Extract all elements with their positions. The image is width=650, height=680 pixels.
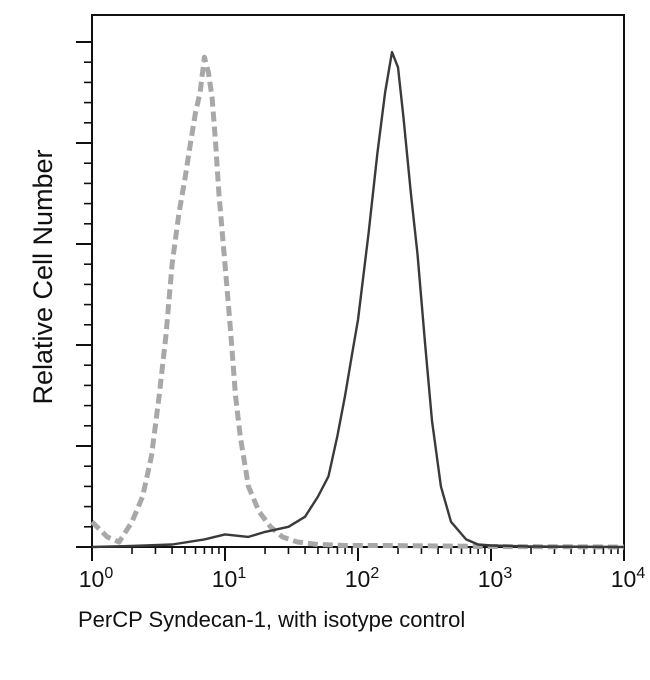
x-tick-label: 102 <box>345 565 380 592</box>
x-tick-label: 101 <box>212 565 247 592</box>
x-tick-label: 100 <box>79 565 114 592</box>
x-tick-label: 103 <box>478 565 513 592</box>
x-axis-ticks <box>91 547 625 561</box>
isotype-control-curve <box>90 54 625 550</box>
x-axis-label: PerCP Syndecan-1, with isotype control <box>78 607 465 632</box>
series-layer <box>90 50 625 550</box>
y-axis-ticks <box>76 41 92 548</box>
x-tick-label: 104 <box>611 565 646 592</box>
syndecan-1-curve <box>91 50 625 549</box>
y-axis-label: Relative Cell Number <box>28 149 58 404</box>
x-tick-labels: 100 101 102 103 104 <box>79 565 646 592</box>
